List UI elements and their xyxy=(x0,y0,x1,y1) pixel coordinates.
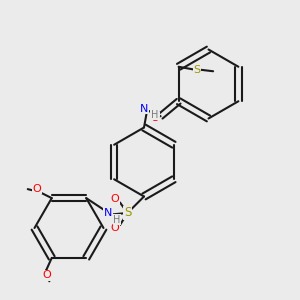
Text: N: N xyxy=(104,208,112,218)
Text: O: O xyxy=(110,223,119,233)
Text: O: O xyxy=(32,184,41,194)
Text: H: H xyxy=(113,215,121,225)
Text: O: O xyxy=(110,194,119,205)
Text: O: O xyxy=(151,113,160,123)
Text: N: N xyxy=(140,104,148,114)
Text: S: S xyxy=(124,206,131,220)
Text: S: S xyxy=(193,65,200,75)
Text: O: O xyxy=(42,270,51,280)
Text: H: H xyxy=(151,110,158,120)
